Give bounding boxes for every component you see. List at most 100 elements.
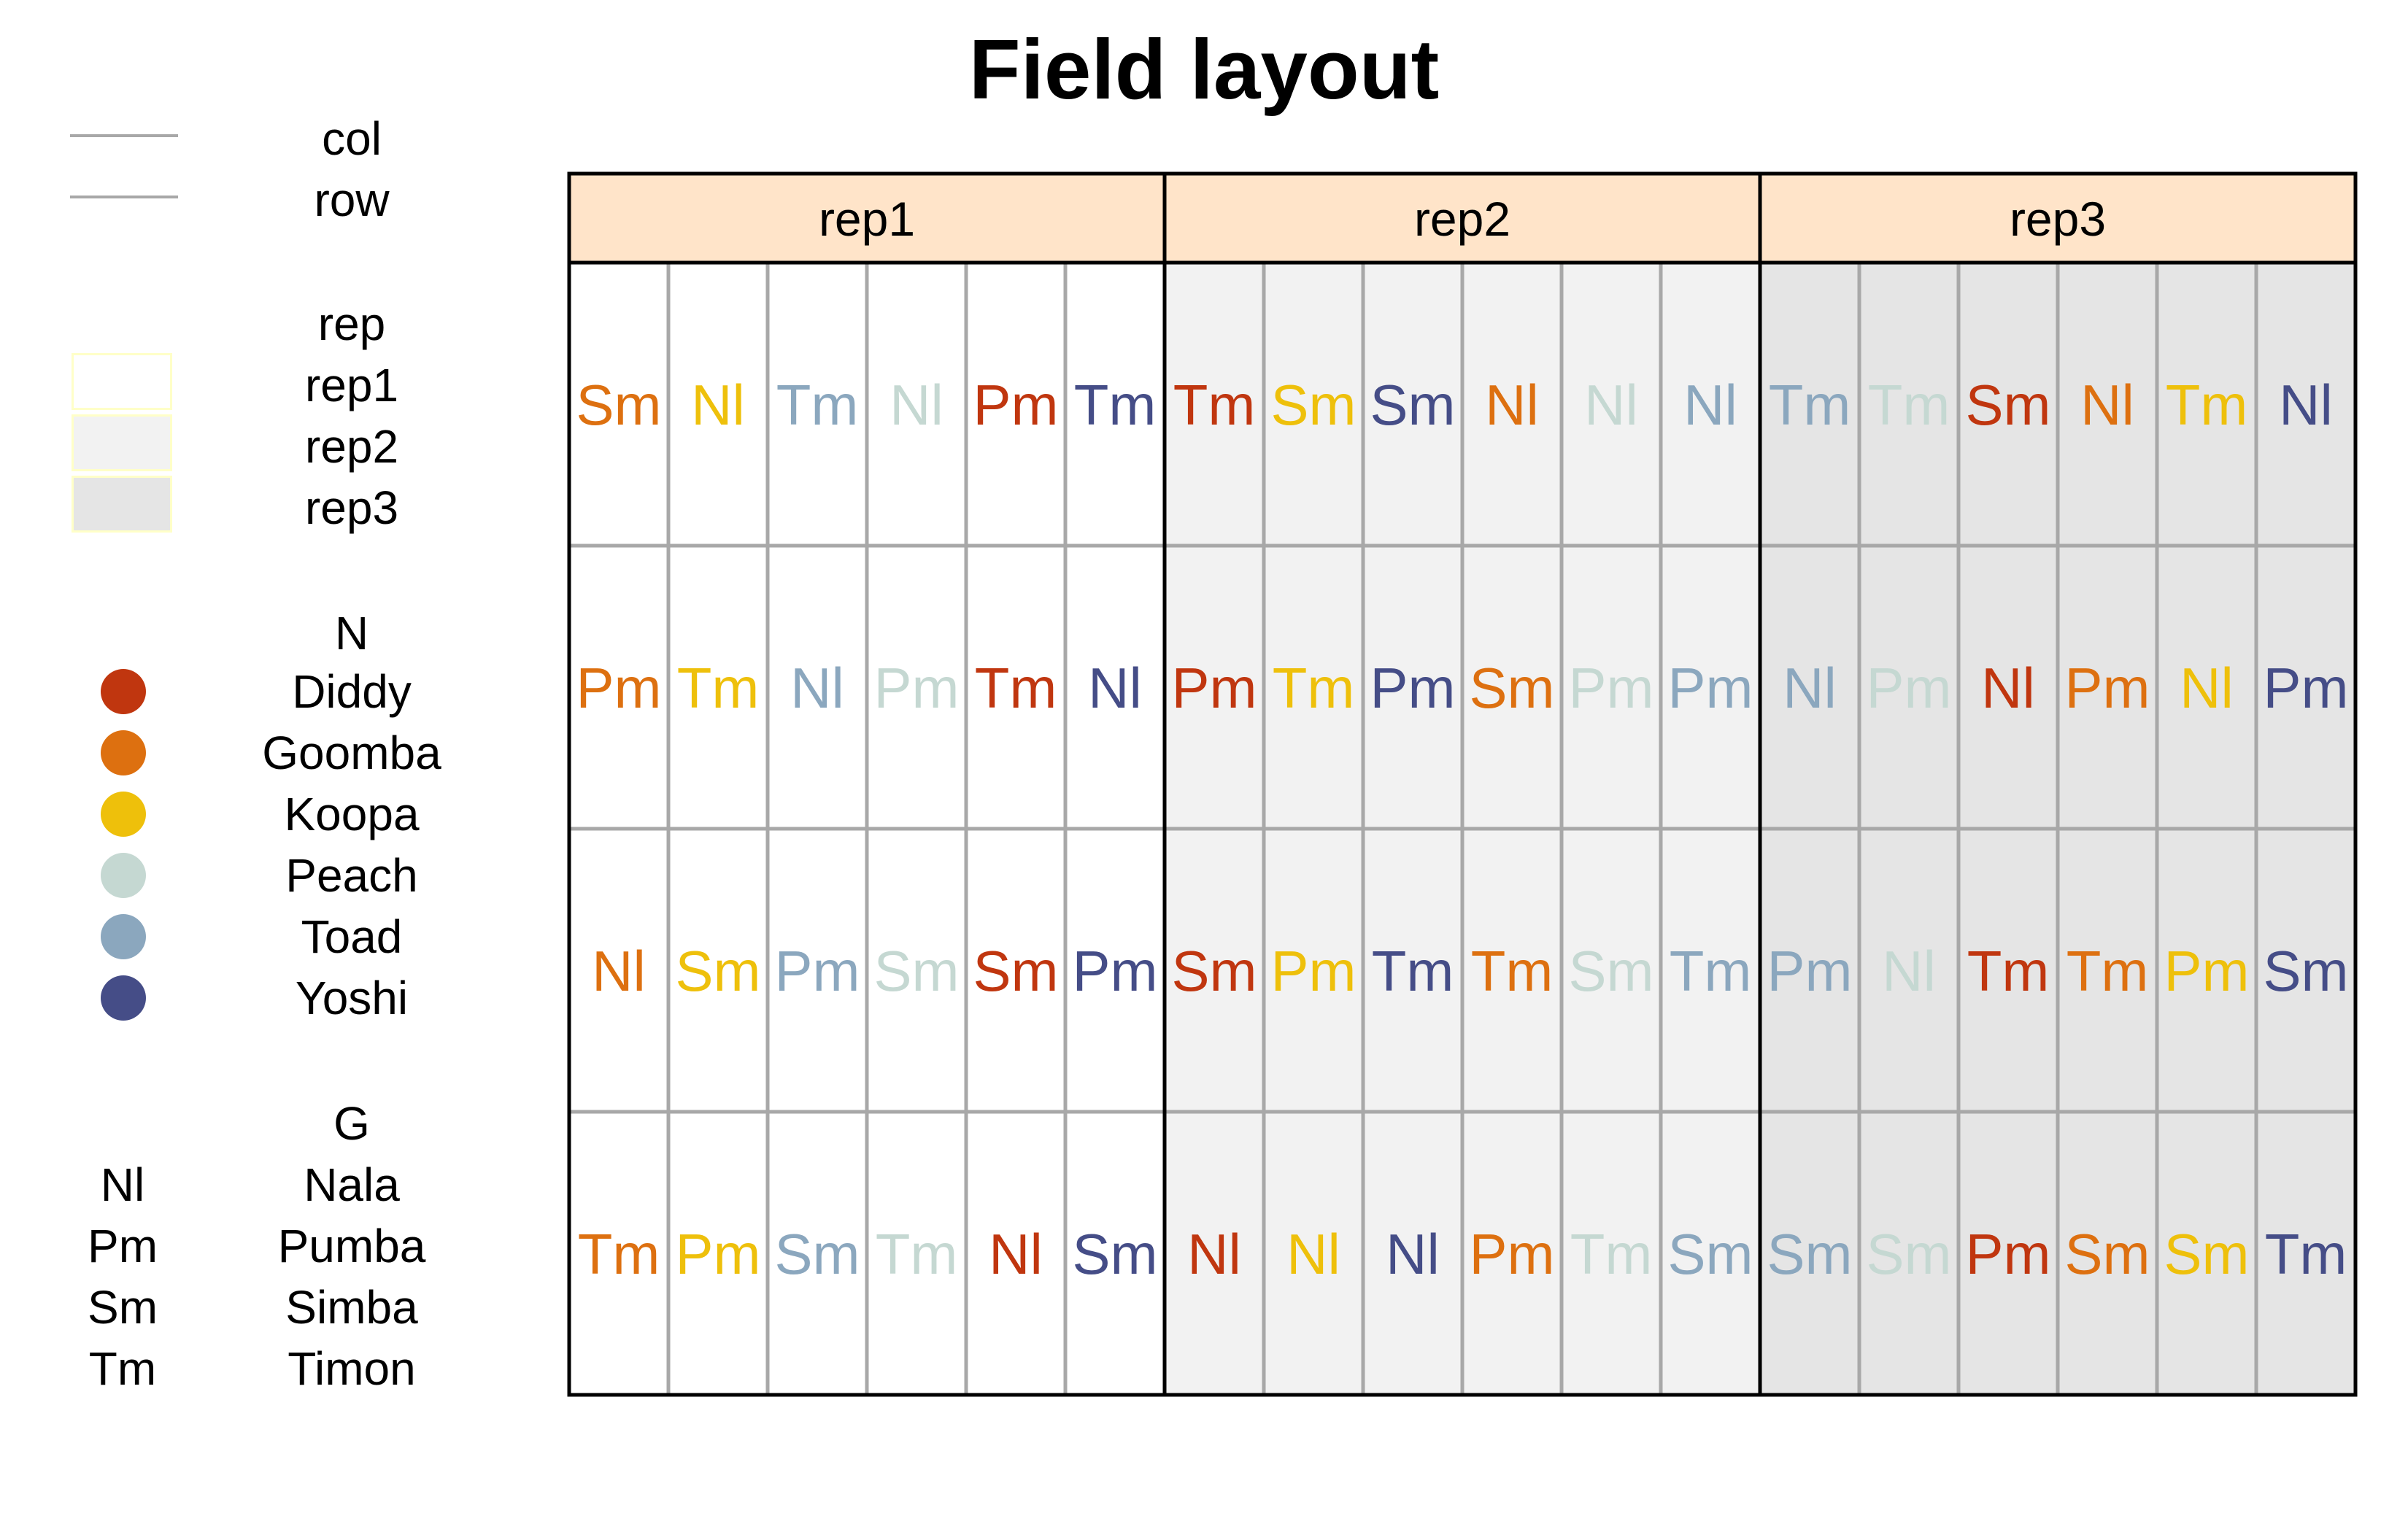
plot-label: Pm (1668, 656, 1753, 720)
plot-label: Pm (1271, 939, 1357, 1003)
plot-label: Sm (1470, 656, 1555, 720)
plot-label: Tm (2166, 373, 2248, 437)
plot-label: Sm (1668, 1222, 1753, 1286)
legend-rep2-key (72, 414, 172, 471)
legend-yoshi-dot (101, 975, 146, 1021)
plot-label: Nl (1882, 939, 1936, 1003)
plot-label: Pm (1767, 939, 1853, 1003)
plot-label: Sm (1370, 373, 1456, 437)
facet-label: rep1 (819, 192, 915, 246)
legend-timon-label: Timon (288, 1342, 416, 1395)
plot-label: Nl (1386, 1222, 1440, 1286)
plot-label: Pm (1867, 656, 1952, 720)
legend-goomba-label: Goomba (262, 727, 441, 779)
plot-label: Nl (691, 373, 745, 437)
plot-label: Tm (2265, 1222, 2347, 1286)
plot-label: Pm (576, 656, 662, 720)
legend-col-label: col (322, 112, 382, 165)
legend-g-title: G (333, 1097, 370, 1150)
legend-peach-label: Peach (285, 849, 418, 902)
legend-tm-code: Tm (88, 1342, 157, 1395)
legend-rep3-key (72, 476, 172, 533)
plot-label: Pm (1966, 1222, 2051, 1286)
plot-label: Tm (1967, 939, 2050, 1003)
legend-diddy-label: Diddy (292, 665, 412, 718)
legend-peach-dot (101, 853, 146, 898)
legend-pumba-label: Pumba (277, 1220, 426, 1272)
figure-title: Field layout (968, 22, 1440, 117)
plot-label: Nl (1584, 373, 1638, 437)
legend-nl-code: Nl (100, 1158, 145, 1211)
plot-label: Pm (874, 656, 960, 720)
plot-label: Tm (2067, 939, 2149, 1003)
plot-label: Tm (1868, 373, 1950, 437)
plot-label: Nl (1088, 656, 1142, 720)
legend-pm-code: Pm (88, 1220, 158, 1272)
plot-label: Pm (1470, 1222, 1555, 1286)
plot-label: Tm (1471, 939, 1554, 1003)
plot-label: Pm (1370, 656, 1456, 720)
plot-label: Sm (1172, 939, 1257, 1003)
legend-nala-label: Nala (304, 1158, 400, 1211)
plot-label: Tm (1273, 656, 1355, 720)
plot-label: Pm (1569, 656, 1654, 720)
plot-label: Sm (1767, 1222, 1853, 1286)
legend-n-title: N (334, 607, 369, 659)
plot-label: Nl (592, 939, 646, 1003)
legend-sm-code: Sm (88, 1281, 158, 1334)
plot-label: Nl (2279, 373, 2333, 437)
legend-toad-dot (101, 914, 146, 959)
plot-label: Nl (989, 1222, 1043, 1286)
plot-label: Sm (676, 939, 761, 1003)
plot-label: Sm (1867, 1222, 1952, 1286)
facet-label: rep3 (2010, 192, 2106, 246)
plot-label: Pm (973, 373, 1059, 437)
plot-label: Pm (676, 1222, 761, 1286)
plot-label: Nl (790, 656, 844, 720)
legend-rep-title: rep (317, 298, 386, 350)
legend-col-line (70, 134, 178, 137)
plot-label: Tm (1173, 373, 1256, 437)
legend-diddy-dot (101, 669, 146, 714)
legend-koopa-label: Koopa (284, 788, 420, 840)
facet-strip (1165, 174, 1760, 263)
plot-label: Tm (1074, 373, 1157, 437)
plot-label: Sm (2264, 939, 2349, 1003)
plot-label: Nl (1286, 1222, 1340, 1286)
facet-strip (1760, 174, 2355, 263)
legend-yoshi-label: Yoshi (295, 972, 409, 1024)
plot-label: Sm (1569, 939, 1654, 1003)
plot-label: Pm (2164, 939, 2250, 1003)
plot-label: Sm (1271, 373, 1357, 437)
plot-label: Sm (2164, 1222, 2250, 1286)
plot-label: Nl (1485, 373, 1539, 437)
plot-label: Tm (876, 1222, 958, 1286)
legend-row-label: row (314, 174, 390, 226)
plot-label: Nl (2080, 373, 2134, 437)
plot-label: Tm (1670, 939, 1752, 1003)
plot-label: Tm (1372, 939, 1454, 1003)
plot-label: Tm (776, 373, 859, 437)
plot-label: Nl (1683, 373, 1737, 437)
plot-label: Tm (1769, 373, 1851, 437)
plot-label: Tm (975, 656, 1057, 720)
plot-label: Nl (1783, 656, 1837, 720)
legend-rep1-key (72, 353, 172, 410)
plot-label: Tm (578, 1222, 660, 1286)
legend-rep3-label: rep3 (304, 481, 399, 534)
plot-label: Sm (1966, 373, 2051, 437)
plot-label: Sm (973, 939, 1059, 1003)
plot-label: Nl (1981, 656, 2035, 720)
legend-goomba-dot (101, 730, 146, 775)
plot-label: Tm (677, 656, 760, 720)
legend-toad-label: Toad (301, 910, 403, 963)
plot-label: Tm (1570, 1222, 1653, 1286)
plot-label: Nl (890, 373, 943, 437)
plot-label: Pm (2065, 656, 2150, 720)
plot-label: Sm (2065, 1222, 2150, 1286)
legend-simba-label: Simba (285, 1281, 418, 1334)
legend-rep1-label: rep1 (304, 359, 399, 411)
plot-label: Pm (1073, 939, 1158, 1003)
